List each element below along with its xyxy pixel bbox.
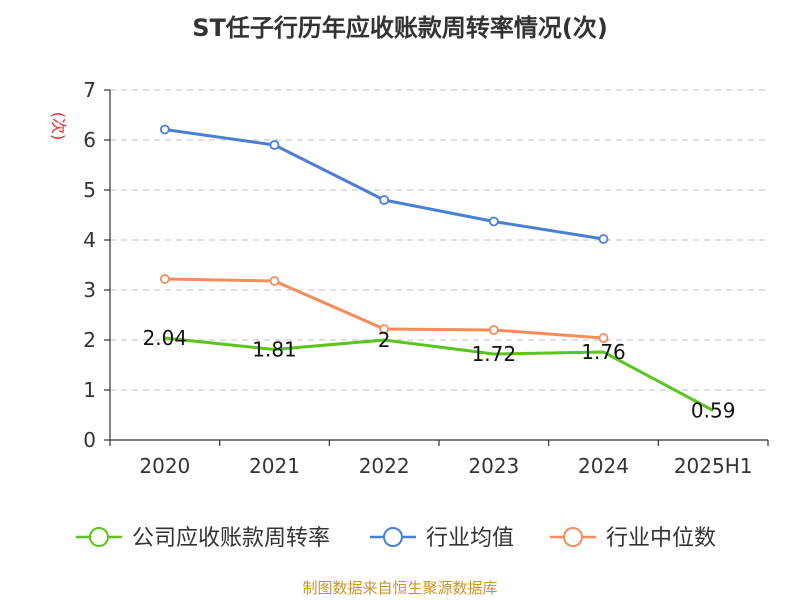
legend-label: 公司应收账款周转率: [132, 526, 330, 551]
y-tick-label: 2: [83, 328, 96, 352]
legend-marker-icon: [563, 527, 583, 547]
x-tick-label: 2022: [359, 454, 410, 478]
legend[interactable]: 公司应收账款周转率 行业均值 行业中位数: [76, 526, 716, 551]
y-tick-label: 5: [83, 178, 96, 202]
data-label: 1.76: [581, 340, 626, 364]
x-tick-label: 2023: [468, 454, 519, 478]
x-tick-label: 2024: [578, 454, 629, 478]
series-point: [379, 324, 390, 334]
legend-item-0[interactable]: 公司应收账款周转率: [76, 526, 330, 551]
series: [159, 124, 714, 412]
legend-item-2[interactable]: 行业中位数: [550, 526, 716, 551]
series-point: [269, 276, 280, 286]
data-label: 2: [378, 328, 391, 352]
y-tick-label: 6: [83, 128, 96, 152]
legend-marker-icon: [89, 527, 109, 547]
series-point: [379, 195, 390, 205]
x-tick-label: 2020: [139, 454, 190, 478]
series-point: [488, 216, 499, 227]
legend-label: 行业中位数: [606, 526, 716, 551]
series-point: [488, 325, 499, 335]
axes: 0 1 2 3 4 5 6 7 2020 2021 2022 2023 2024 2025H1: [83, 78, 769, 478]
y-tick-label: 1: [83, 378, 96, 402]
series-point: [598, 333, 609, 343]
series-point: [598, 234, 609, 244]
x-tick-label: 2025H1: [674, 454, 753, 478]
series-line-0: [164, 336, 714, 412]
y-tick-label: 0: [83, 428, 96, 452]
legend-label: 行业均值: [426, 526, 514, 551]
legend-item-1[interactable]: 行业均值: [370, 526, 514, 551]
y-tick-label: 4: [83, 228, 96, 252]
legend-marker-icon: [383, 527, 403, 547]
series-point: [159, 124, 170, 135]
series-point: [159, 274, 170, 284]
data-label: 1.72: [472, 342, 517, 366]
chart-title: ST任子行历年应收账款周转率情况(次): [192, 14, 608, 42]
data-label: 2.04: [143, 326, 188, 350]
series-line-1: [164, 128, 604, 241]
data-label: 0.59: [691, 399, 736, 423]
data-label: 1.81: [252, 338, 297, 362]
series-point: [269, 140, 280, 150]
source-note: 制图数据来自恒生聚源数据库: [302, 579, 497, 597]
y-axis-label: (次): [49, 112, 68, 141]
data-labels: 2.04 1.81 2 1.72 1.76 0.59: [143, 326, 736, 423]
x-tick-label: 2021: [249, 454, 300, 478]
y-tick-label: 7: [83, 78, 96, 102]
y-tick-label: 3: [83, 278, 96, 302]
